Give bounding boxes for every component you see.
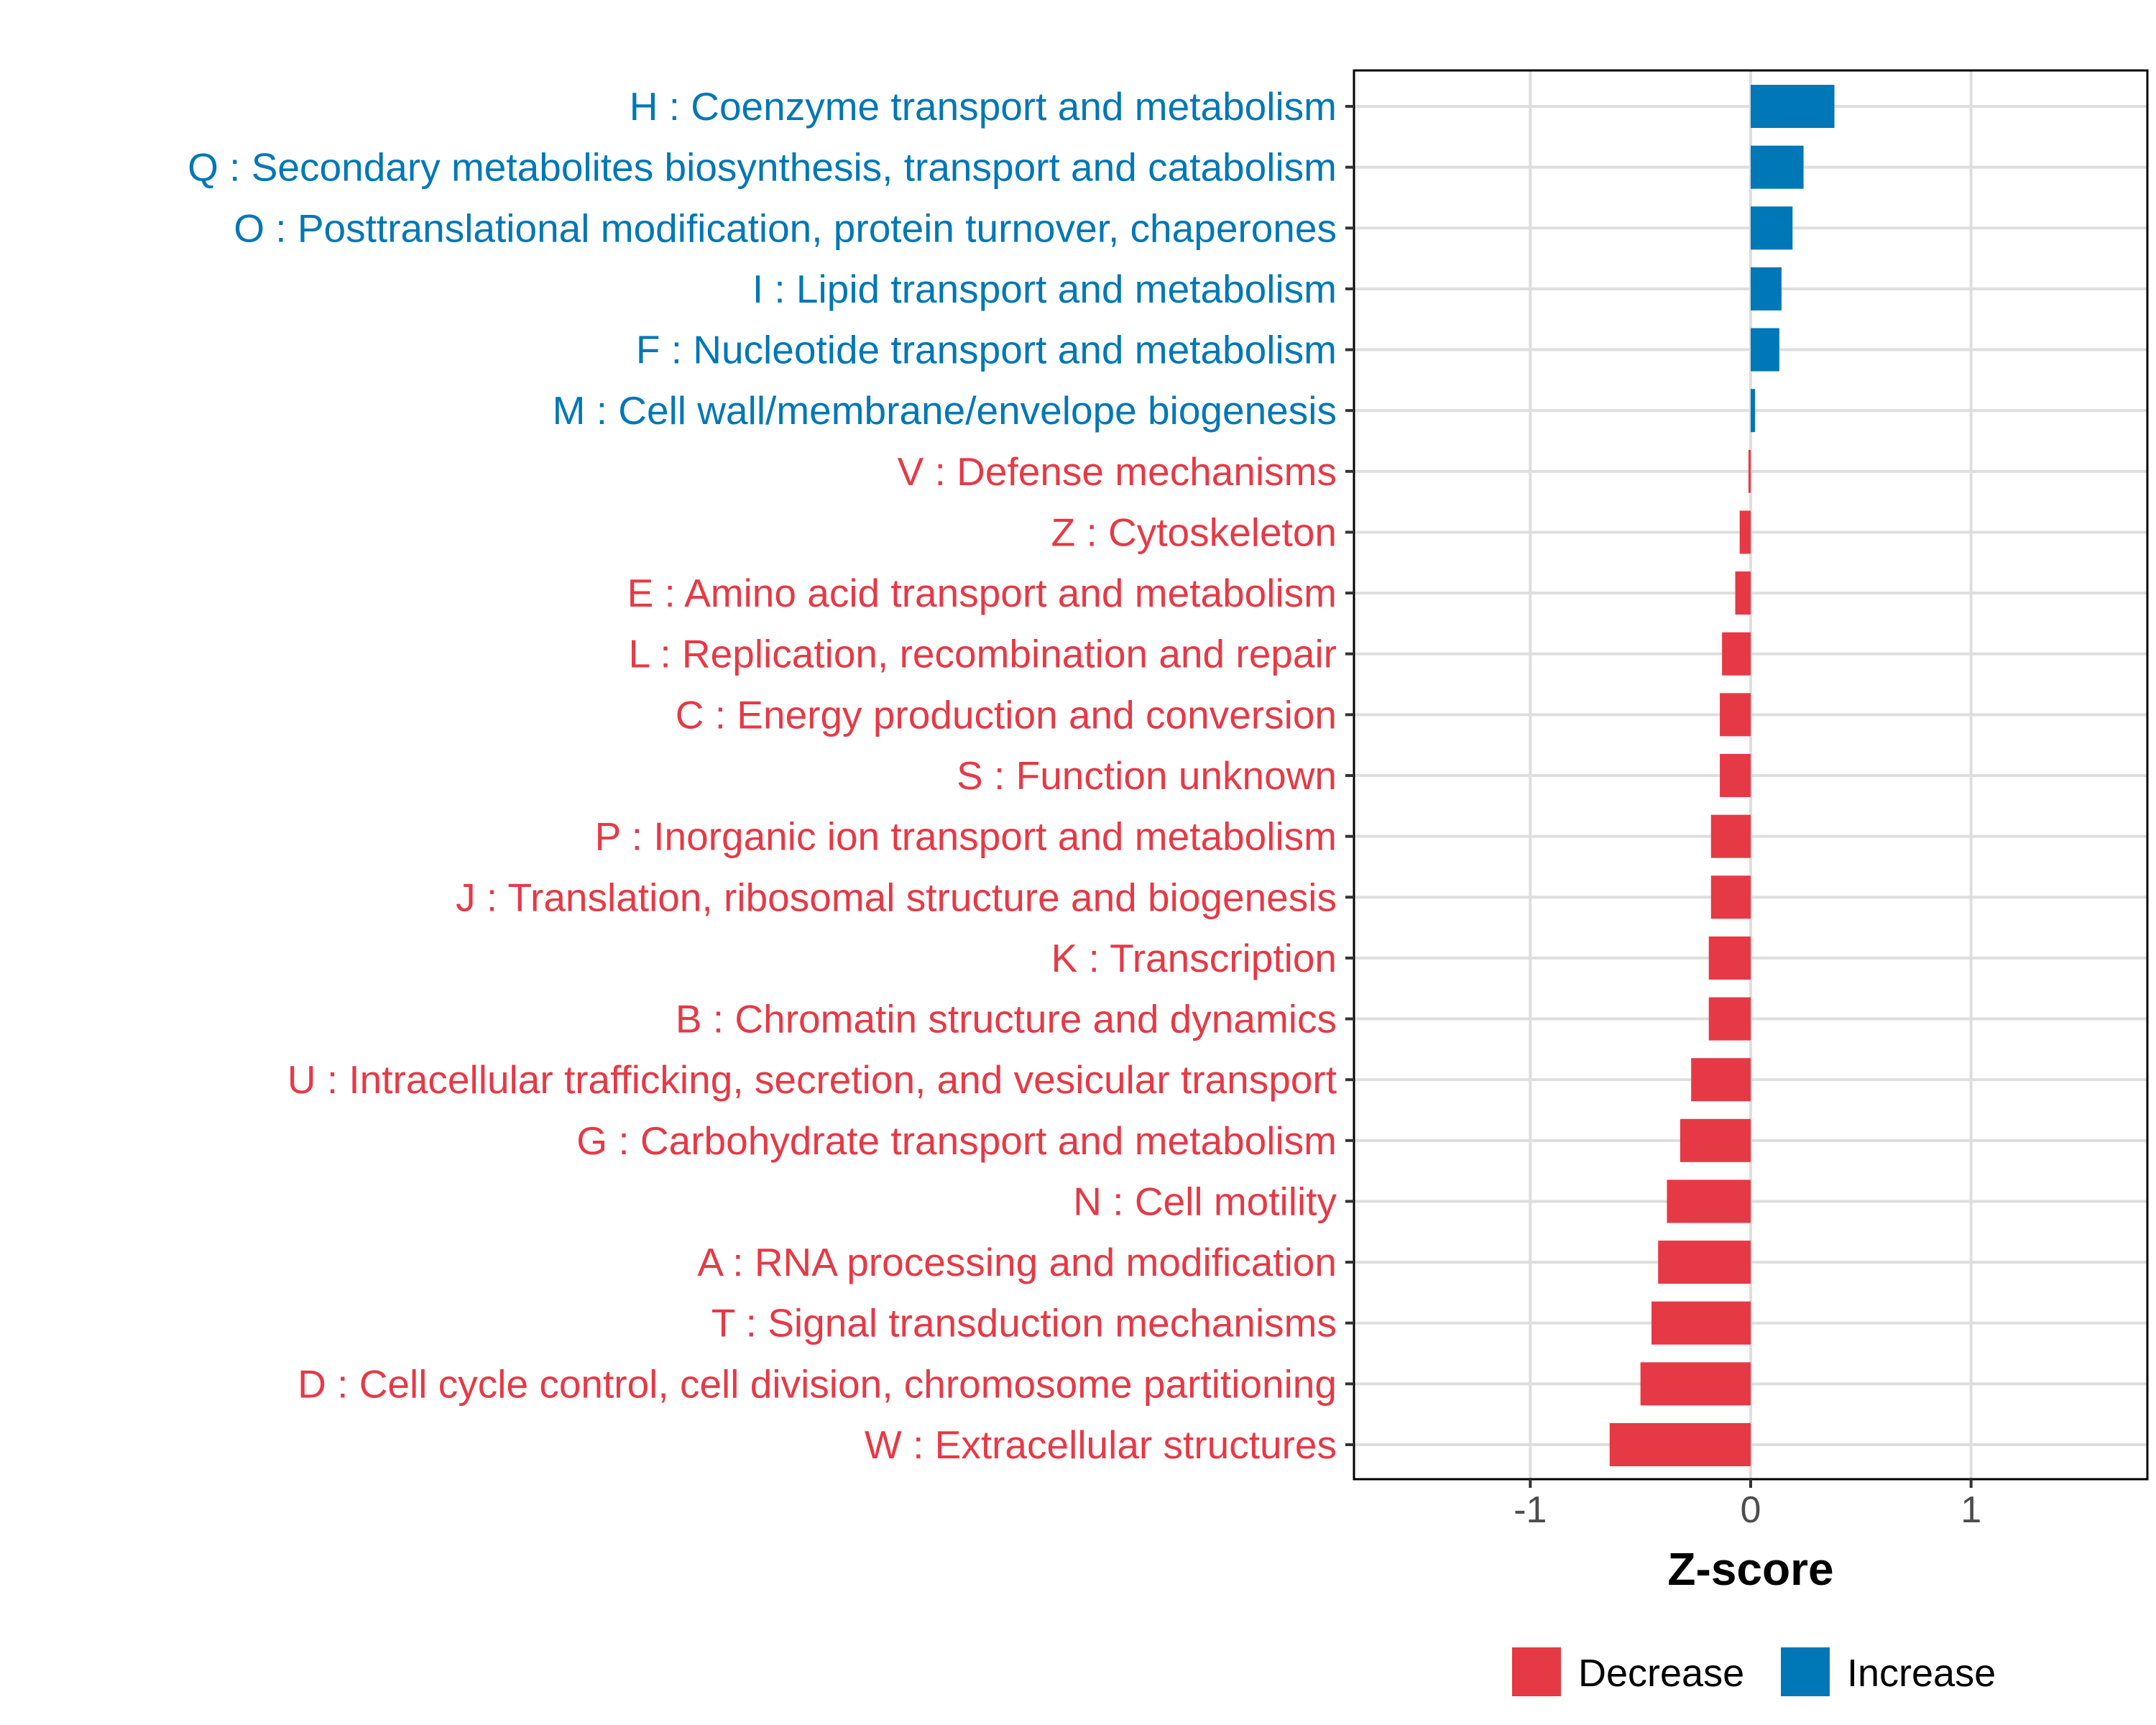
- category-label: T : Signal transduction mechanisms: [711, 1301, 1337, 1346]
- category-label: K : Transcription: [1051, 936, 1337, 980]
- category-label: E : Amino acid transport and metabolism: [627, 571, 1337, 615]
- category-label: O : Posttranslational modification, prot…: [234, 206, 1337, 250]
- bar: [1751, 145, 1804, 189]
- bar: [1751, 389, 1756, 433]
- category-label: Z : Cytoskeleton: [1051, 510, 1337, 554]
- x-axis-ticks: [1529, 1479, 1973, 1488]
- category-label: U : Intracellular trafficking, secretion…: [287, 1057, 1337, 1102]
- x-axis-labels: -1 0 1: [1514, 1489, 1981, 1531]
- bar: [1658, 1241, 1751, 1284]
- bar: [1735, 571, 1751, 615]
- category-label: V : Defense mechanisms: [898, 449, 1337, 494]
- category-label: H : Coenzyme transport and metabolism: [630, 84, 1337, 129]
- x-tick-label: 0: [1741, 1489, 1761, 1531]
- bar: [1748, 449, 1751, 493]
- bar: [1720, 754, 1751, 797]
- bar: [1710, 814, 1751, 858]
- bar: [1609, 1423, 1751, 1466]
- bar: [1720, 693, 1751, 737]
- category-label: B : Chromatin structure and dynamics: [676, 997, 1337, 1041]
- legend-key-increase: [1781, 1647, 1830, 1696]
- legend-label-increase: Increase: [1847, 1652, 1996, 1695]
- bar: [1640, 1362, 1751, 1406]
- x-axis-title: Z-score: [1667, 1543, 1833, 1595]
- bar: [1751, 85, 1835, 128]
- category-label: M : Cell wall/membrane/envelope biogenes…: [553, 388, 1337, 433]
- y-axis-labels: H : Coenzyme transport and metabolism Q :…: [188, 84, 1337, 1467]
- category-label: Q : Secondary metabolites biosynthesis, …: [188, 145, 1337, 190]
- bar: [1667, 1179, 1751, 1223]
- category-label: G : Carbohydrate transport and metabolis…: [576, 1118, 1337, 1163]
- bar: [1751, 328, 1779, 372]
- bar: [1680, 1118, 1751, 1162]
- bar: [1708, 936, 1751, 980]
- x-tick-label: 1: [1961, 1489, 1981, 1531]
- y-axis-ticks: [1345, 105, 1354, 1446]
- bar: [1691, 1058, 1751, 1102]
- category-label: I : Lipid transport and metabolism: [752, 267, 1337, 311]
- bar: [1751, 206, 1793, 250]
- bars: [1609, 85, 1835, 1466]
- bar: [1751, 267, 1782, 310]
- category-label: L : Replication, recombination and repai…: [629, 632, 1337, 676]
- legend: Decrease Increase: [1512, 1647, 1996, 1696]
- x-tick-label: -1: [1514, 1489, 1547, 1531]
- category-label: F : Nucleotide transport and metabolism: [636, 328, 1337, 372]
- category-label: P : Inorganic ion transport and metaboli…: [595, 814, 1337, 859]
- category-label: C : Energy production and conversion: [676, 692, 1337, 737]
- bar: [1739, 510, 1751, 554]
- bar: [1710, 875, 1751, 919]
- legend-key-decrease: [1512, 1647, 1561, 1696]
- legend-label-decrease: Decrease: [1578, 1652, 1744, 1695]
- category-label: D : Cell cycle control, cell division, c…: [298, 1361, 1337, 1406]
- bar: [1708, 997, 1751, 1041]
- bar: [1651, 1301, 1751, 1345]
- category-label: W : Extracellular structures: [865, 1422, 1337, 1467]
- category-label: A : RNA processing and modification: [697, 1240, 1337, 1284]
- category-label: S : Function unknown: [957, 753, 1337, 798]
- category-label: N : Cell motility: [1073, 1179, 1337, 1223]
- category-label: J : Translation, ribosomal structure and…: [456, 875, 1337, 919]
- bar: [1722, 632, 1751, 676]
